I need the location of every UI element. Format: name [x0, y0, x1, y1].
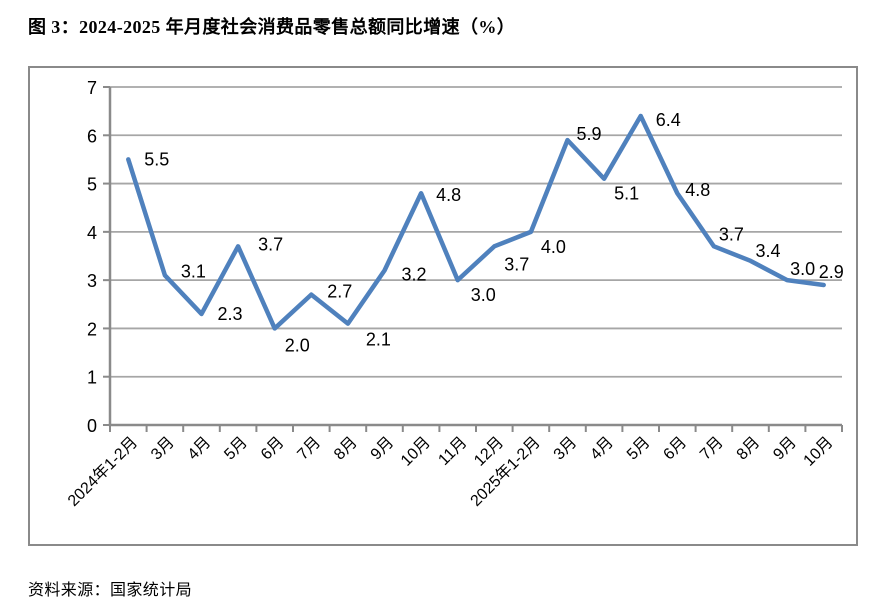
data-label: 3.7 [258, 234, 283, 254]
y-axis-tick-label: 2 [87, 319, 97, 339]
data-label: 2.7 [327, 282, 352, 302]
x-axis-category-label: 10月 [398, 434, 434, 470]
data-label: 6.4 [656, 110, 681, 130]
y-axis-tick-label: 7 [87, 78, 97, 98]
x-axis-category-label: 8月 [331, 434, 361, 464]
x-axis-category-label: 11月 [435, 434, 470, 469]
data-label: 5.5 [144, 149, 169, 169]
y-axis-tick-label: 3 [87, 271, 97, 291]
x-axis-category-label: 4月 [185, 434, 215, 464]
data-label: 3.7 [504, 254, 529, 274]
data-label: 2.0 [285, 335, 310, 355]
x-axis-category-label: 7月 [697, 434, 727, 464]
y-axis-tick-label: 0 [87, 416, 97, 436]
data-label: 4.8 [685, 180, 710, 200]
x-axis-category-label: 3月 [148, 434, 178, 464]
chart-area: 0 1 2 3 4 5 6 7 5.5 3.1 2.3 3.7 2.0 2.7 2.1 3.2 4.8 3.0 3.… [28, 66, 858, 546]
x-axis-category-label: 6月 [660, 434, 690, 464]
data-label: 4.0 [541, 237, 566, 257]
y-axis-tick-label: 5 [87, 175, 97, 195]
data-label: 3.4 [756, 241, 781, 261]
x-axis-category-label: 5月 [221, 434, 251, 464]
y-axis-tick-label: 6 [87, 126, 97, 146]
x-axis-category-label: 3月 [551, 434, 581, 464]
x-axis-category-label: 8月 [734, 434, 764, 464]
data-label: 3.2 [402, 264, 427, 284]
line-chart-svg: 0 1 2 3 4 5 6 7 5.5 3.1 2.3 3.7 2.0 2.7 2.1 3.2 4.8 3.0 3.… [64, 78, 844, 510]
data-label: 3.0 [790, 259, 815, 279]
figure-title: 图 3：2024-2025 年月度社会消费品零售总额同比增速（%） [28, 17, 516, 37]
x-axis-category-label: 6月 [258, 434, 288, 464]
x-axis-category-label: 10月 [801, 434, 837, 470]
data-label: 2.3 [218, 304, 243, 324]
source-note: 资料来源：国家统计局 [28, 582, 193, 599]
y-axis-tick-label: 1 [87, 368, 97, 388]
series-line [126, 113, 826, 331]
x-axis-category-label: 9月 [770, 434, 800, 464]
x-axis-category-label: 5月 [624, 434, 654, 464]
data-label: 3.7 [719, 224, 744, 244]
x-axis-category-label: 9月 [368, 434, 398, 464]
data-label: 5.9 [577, 124, 602, 144]
data-label: 3.0 [471, 285, 496, 305]
y-axis-tick-label: 4 [87, 223, 97, 243]
x-axis-category-label: 2024年1-2月 [64, 433, 141, 510]
data-label: 5.1 [614, 184, 639, 204]
x-axis-category-label: 4月 [587, 434, 617, 464]
data-label: 4.8 [436, 185, 461, 205]
data-label: 2.9 [819, 262, 844, 282]
x-axis-category-label: 7月 [294, 434, 324, 464]
data-label: 3.1 [181, 261, 206, 281]
data-label: 2.1 [366, 330, 391, 350]
